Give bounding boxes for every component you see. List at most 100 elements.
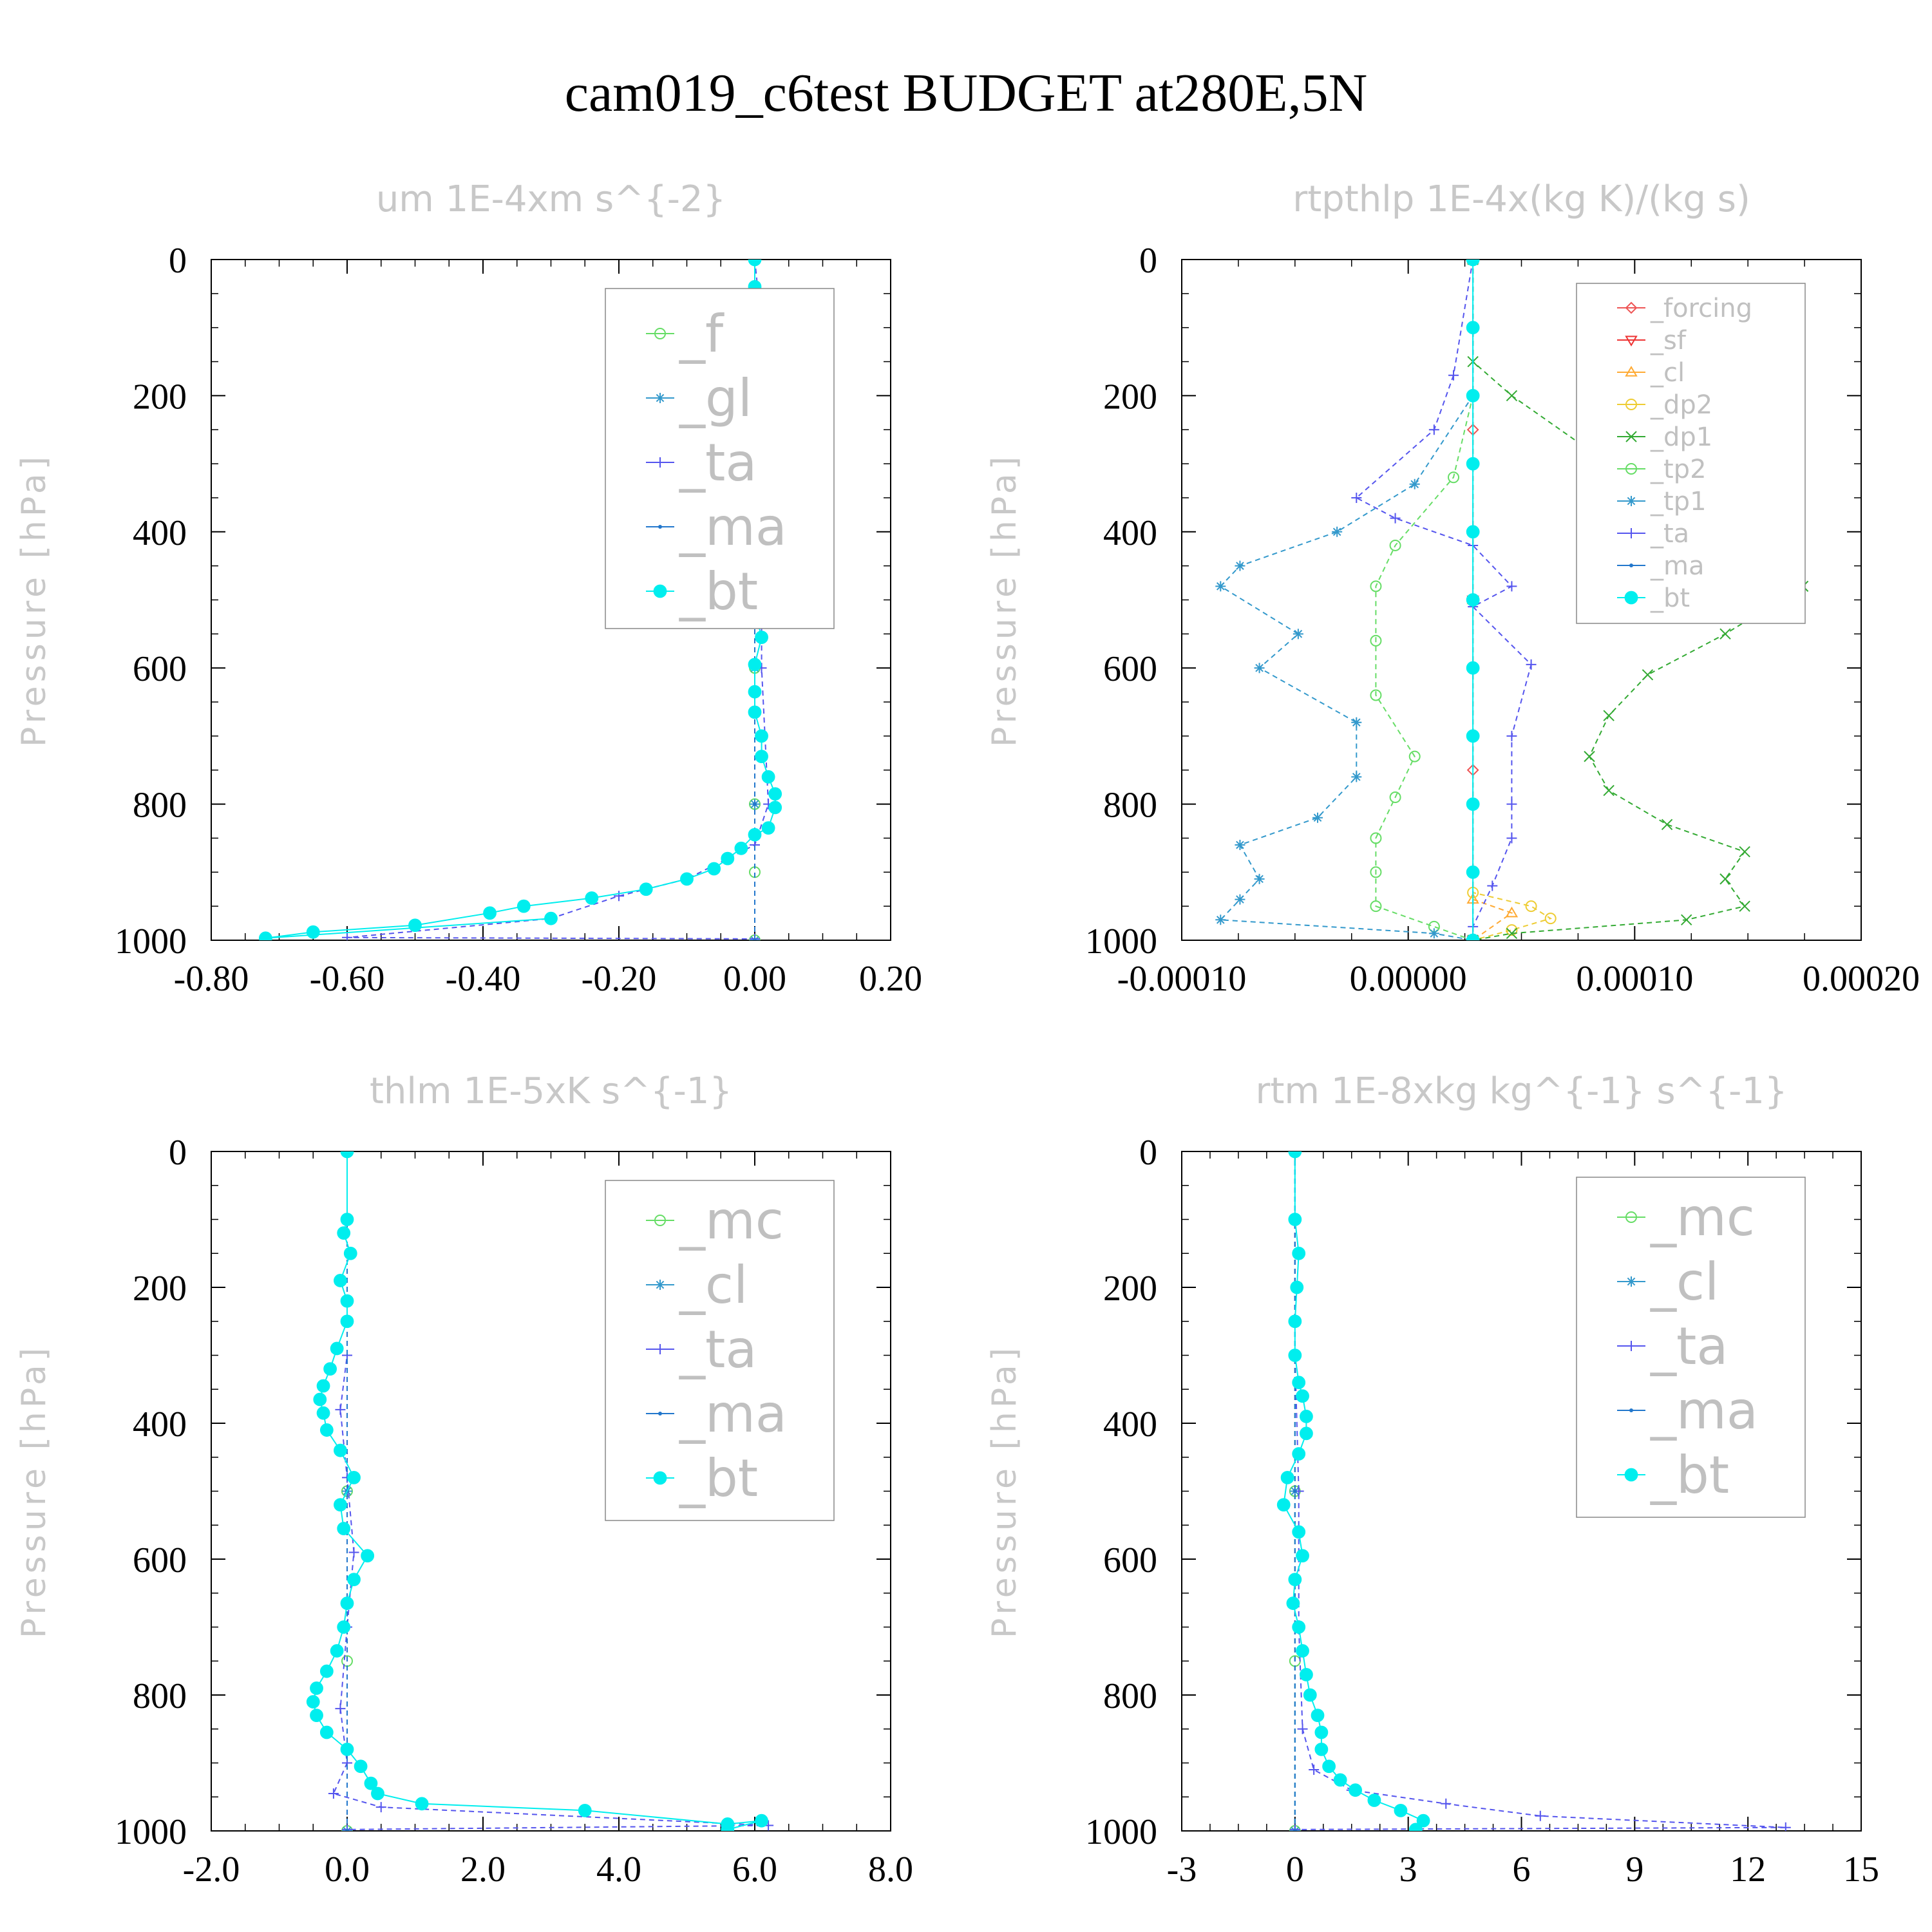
data-point [1408,1823,1423,1831]
data-point [1466,933,1480,940]
data-point [707,862,721,876]
data-point [1286,1596,1300,1610]
data-point [1626,1341,1636,1351]
data-point [1351,772,1362,782]
data-point [658,525,662,529]
data-point [1625,463,1637,475]
y-tick-label: 600 [133,649,187,689]
data-point [1408,750,1421,762]
data-point [768,787,782,801]
data-point [1448,471,1459,484]
x-tick-label: 8.0 [868,1850,913,1889]
legend-label: _sf [1650,326,1687,355]
data-point [1739,900,1750,912]
data-point [1309,1765,1320,1776]
y-tick-label: 200 [1103,377,1157,417]
series-group [306,1151,774,1831]
data-point [1487,880,1498,891]
x-tick-label: 6 [1513,1850,1531,1889]
data-point [1394,1803,1408,1817]
data-point [1349,1783,1363,1797]
data-point [761,770,775,784]
legend-label: _cl [1650,1252,1719,1312]
data-point [1314,1725,1329,1739]
data-point [1235,560,1245,571]
data-point [1466,661,1480,675]
data-point [328,1788,339,1799]
data-point [1370,900,1382,913]
data-point [1661,819,1673,831]
figure-title: cam019_c6test BUDGET at280E,5N [565,63,1368,123]
legend-box [605,288,835,629]
data-point [1624,1468,1638,1482]
x-tick-label: 9 [1625,1850,1643,1889]
data-point [342,932,352,940]
data-point [655,1280,665,1290]
y-tick-label: 400 [1103,513,1157,553]
series-group [1276,1151,1791,1831]
x-tick-label: 0.00 [723,959,786,999]
data-point [340,1596,354,1610]
data-point [1311,1709,1325,1723]
data-point [334,1498,347,1512]
data-point [654,328,666,339]
y-tick-label: 400 [1103,1405,1157,1444]
y-tick-label: 0 [169,1133,187,1173]
legend-label: _f [679,304,724,364]
data-point [337,1620,351,1634]
data-point [1303,1688,1317,1702]
data-point [1603,784,1615,797]
data-point [1312,812,1323,823]
data-point [364,1776,378,1790]
legend-label: _ma [679,497,787,557]
legend-label: _ma [679,1384,787,1444]
x-tick-label: -2.0 [183,1850,240,1889]
chart-panel: um 1E-4xm s^{-2} Pressure [hPa] -0.80 -0.60… [15,178,922,999]
legend-label: _bt [679,1448,758,1508]
y-tick-label: 600 [1103,1540,1157,1580]
x-tick-label: 0.00020 [1803,959,1920,999]
data-point [345,1829,349,1831]
data-point [1370,866,1382,878]
data-point [1625,431,1637,442]
data-point [1441,1798,1452,1809]
data-point [340,1294,354,1308]
data-point [335,1703,346,1714]
data-point [1466,593,1480,607]
x-tick-label: 0.20 [859,959,922,999]
legend-label: _bt [679,562,758,621]
legend-label: _gl [679,368,752,428]
series-line [332,1151,769,1830]
data-point [1288,1213,1302,1226]
y-axis-label: Pressure [hPa] [985,453,1024,747]
legend-label: _cl [1650,358,1685,388]
data-point [1332,526,1343,537]
data-point [310,1709,323,1723]
y-tick-label: 400 [133,513,187,553]
data-point [1506,581,1517,592]
data-point [319,1423,334,1437]
y-tick-label: 800 [133,1676,187,1716]
data-point [1322,1759,1336,1774]
data-point [748,685,762,699]
data-point [348,1547,359,1558]
legend: _forcing _sf _cl_dp2_dp1 _tp2 _tp1 _ta_ma_bt [1576,283,1806,624]
data-point [1466,525,1480,539]
y-tick-label: 1000 [1085,922,1157,961]
data-point [1626,1276,1636,1287]
x-tick-label: -0.00010 [1117,959,1247,999]
data-point [334,1443,347,1457]
data-point [1642,669,1654,681]
x-tick-label: -0.80 [174,959,249,999]
panel-title: thlm 1E-5xK s^{-1} [370,1070,732,1112]
x-tick-label: 4.0 [596,1850,641,1889]
data-point [721,851,735,866]
x-tick-label: -0.60 [310,959,385,999]
y-tick-label: 600 [1103,649,1157,689]
series-line [1355,260,1532,940]
panel-title: rtpthlp 1E-4x(kg K)/(kg s) [1293,178,1750,220]
data-point [340,1314,354,1329]
data-point [1292,1620,1306,1634]
y-tick-label: 800 [133,786,187,826]
data-point [1466,260,1480,267]
